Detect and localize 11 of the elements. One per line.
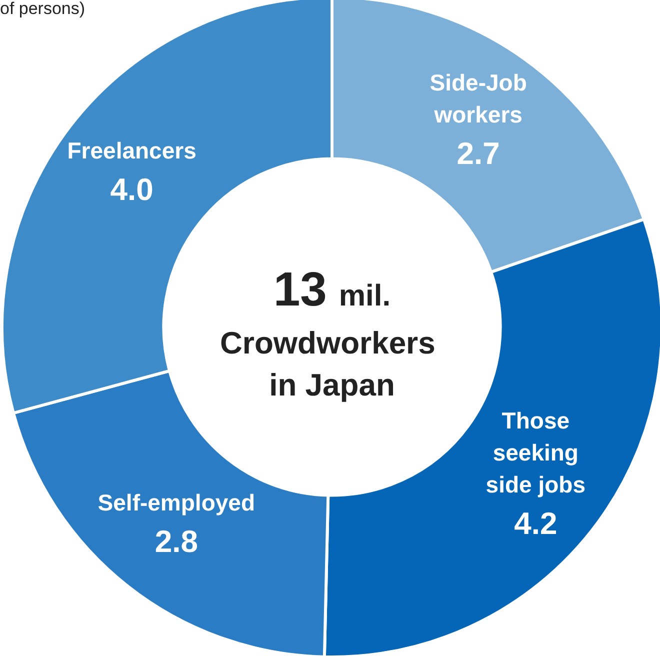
- data-label: 2.8: [154, 524, 198, 559]
- data-label: 4.0: [110, 172, 154, 208]
- slice-label: Self-employed: [98, 489, 256, 516]
- text: Crowdworkers in Japan: [220, 326, 444, 402]
- slice-label: Those seeking side jobs: [486, 408, 586, 498]
- data-label: 4.2: [514, 506, 558, 542]
- chart-subtitle: of persons): [0, 0, 86, 18]
- slice-label: Side-Job workers: [430, 70, 527, 128]
- text: 13 mil.: [273, 264, 391, 316]
- data-label: 2.7: [456, 136, 500, 172]
- slice-label: Freelancers: [67, 138, 196, 164]
